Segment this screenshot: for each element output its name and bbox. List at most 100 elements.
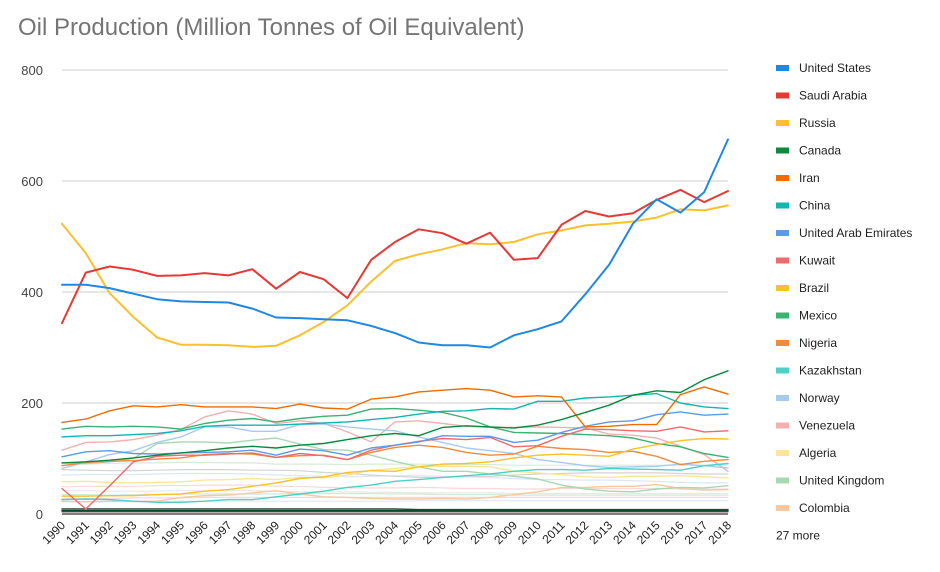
x-tick-label: 2011 (539, 518, 567, 546)
legend-label: United States (799, 61, 871, 75)
series-line-other (61, 469, 729, 478)
x-tick-label: 1993 (111, 518, 140, 547)
y-tick-label: 600 (21, 174, 43, 189)
series-line-other (61, 484, 729, 490)
x-tick-label: 1996 (182, 518, 211, 547)
legend-swatch (776, 230, 789, 236)
y-tick-label: 800 (21, 63, 43, 78)
legend-item-united-arab-emirates[interactable]: United Arab Emirates (776, 226, 912, 240)
x-tick-label: 2005 (396, 518, 425, 547)
series-line-russia (61, 204, 729, 348)
series-line-china (61, 392, 729, 438)
legend-label: Mexico (799, 309, 837, 323)
x-tick-label: 2013 (586, 518, 615, 547)
legend-swatch (776, 312, 789, 319)
legend-swatch (776, 477, 789, 484)
legend-item-united-states[interactable]: United States (776, 61, 871, 75)
legend-swatch (776, 257, 789, 264)
series-line-colombia (61, 483, 729, 503)
legend-more-link[interactable]: 27 more (776, 529, 820, 543)
x-tick-label: 2018 (705, 518, 734, 547)
legend-label: Russia (799, 116, 836, 130)
legend-item-algeria[interactable]: Algeria (776, 446, 837, 460)
series-line-canada (61, 370, 729, 464)
legend-swatch (776, 340, 789, 346)
legend-label: Nigeria (799, 336, 837, 350)
legend-swatch (776, 505, 789, 511)
legend-label: Brazil (799, 281, 829, 295)
legend-swatch (776, 147, 789, 154)
legend-item-canada[interactable]: Canada (776, 144, 841, 158)
x-tick-label: 2008 (467, 518, 496, 547)
x-tick-label: 1992 (87, 518, 116, 547)
legend-label: Norway (799, 391, 840, 405)
x-tick-label: 2009 (491, 518, 520, 547)
x-tick-label: 1998 (230, 518, 259, 547)
x-tick-label: 1990 (39, 518, 68, 547)
legend[interactable]: United States Saudi Arabia Russia Canada Ira… (776, 61, 912, 543)
legend-swatch (776, 367, 789, 374)
y-tick-label: 400 (21, 285, 43, 300)
legend-item-venezuela[interactable]: Venezuela (776, 419, 855, 433)
legend-item-mexico[interactable]: Mexico (776, 309, 837, 323)
legend-item-colombia[interactable]: Colombia (776, 501, 850, 515)
series-line-other (61, 490, 729, 495)
y-tick-label: 0 (36, 507, 43, 522)
series-line-kazakhstan (61, 462, 729, 503)
series-line-iran (61, 386, 729, 428)
legend-item-kuwait[interactable]: Kuwait (776, 254, 836, 268)
legend-item-russia[interactable]: Russia (776, 116, 836, 130)
legend-swatch (776, 285, 789, 291)
x-tick-label: 2007 (444, 518, 473, 547)
legend-swatch (776, 395, 789, 401)
legend-label: United Kingdom (799, 474, 884, 488)
x-tick-label: 2001 (301, 518, 330, 547)
x-tick-label: 2003 (349, 518, 378, 547)
legend-label: China (799, 199, 831, 213)
legend-swatch (776, 422, 789, 429)
legend-item-kazakhstan[interactable]: Kazakhstan (776, 364, 862, 378)
legend-item-united-kingdom[interactable]: United Kingdom (776, 474, 884, 488)
gridlines (62, 69, 728, 515)
legend-item-saudi-arabia[interactable]: Saudi Arabia (776, 89, 867, 103)
legend-label: Iran (799, 171, 820, 185)
series-line-nigeria (61, 444, 729, 467)
series-line-other (61, 508, 729, 511)
y-tick-label: 200 (21, 396, 43, 411)
x-tick-label: 2004 (372, 518, 401, 547)
legend-item-brazil[interactable]: Brazil (776, 281, 829, 295)
legend-item-china[interactable]: China (776, 199, 831, 213)
series-line-brazil (61, 437, 729, 497)
legend-label: Venezuela (799, 419, 855, 433)
x-tick-label: 2016 (658, 518, 687, 547)
x-tick-label: 2000 (277, 518, 306, 547)
legend-swatch (776, 120, 789, 126)
x-tick-label: 2012 (563, 518, 592, 547)
series-line-mexico (61, 407, 729, 459)
series-line-norway (61, 423, 729, 470)
legend-swatch (776, 92, 789, 99)
series-lines (61, 138, 729, 513)
series-line-other (61, 500, 729, 503)
series-line-united-states (61, 138, 729, 349)
x-tick-label: 1999 (253, 518, 282, 547)
series-line-united-kingdom (61, 437, 729, 493)
legend-item-iran[interactable]: Iran (776, 171, 820, 185)
x-tick-label: 1995 (158, 518, 187, 547)
legend-label: Kazakhstan (799, 364, 862, 378)
y-axis-ticks: 0 200 400 600 800 (21, 63, 43, 522)
x-tick-label: 2010 (515, 518, 544, 547)
x-tick-label: 2014 (610, 518, 639, 547)
series-line-other (61, 461, 729, 466)
legend-label: Colombia (799, 501, 850, 515)
legend-label: Canada (799, 144, 841, 158)
x-tick-label: 2017 (682, 518, 711, 547)
legend-item-norway[interactable]: Norway (776, 391, 840, 405)
x-tick-label: 2015 (634, 518, 663, 547)
series-line-saudi-arabia (61, 188, 729, 325)
legend-item-nigeria[interactable]: Nigeria (776, 336, 837, 350)
x-axis-ticks: 1990199119921993199419951996199719981999… (39, 518, 734, 547)
legend-swatch (776, 175, 789, 181)
